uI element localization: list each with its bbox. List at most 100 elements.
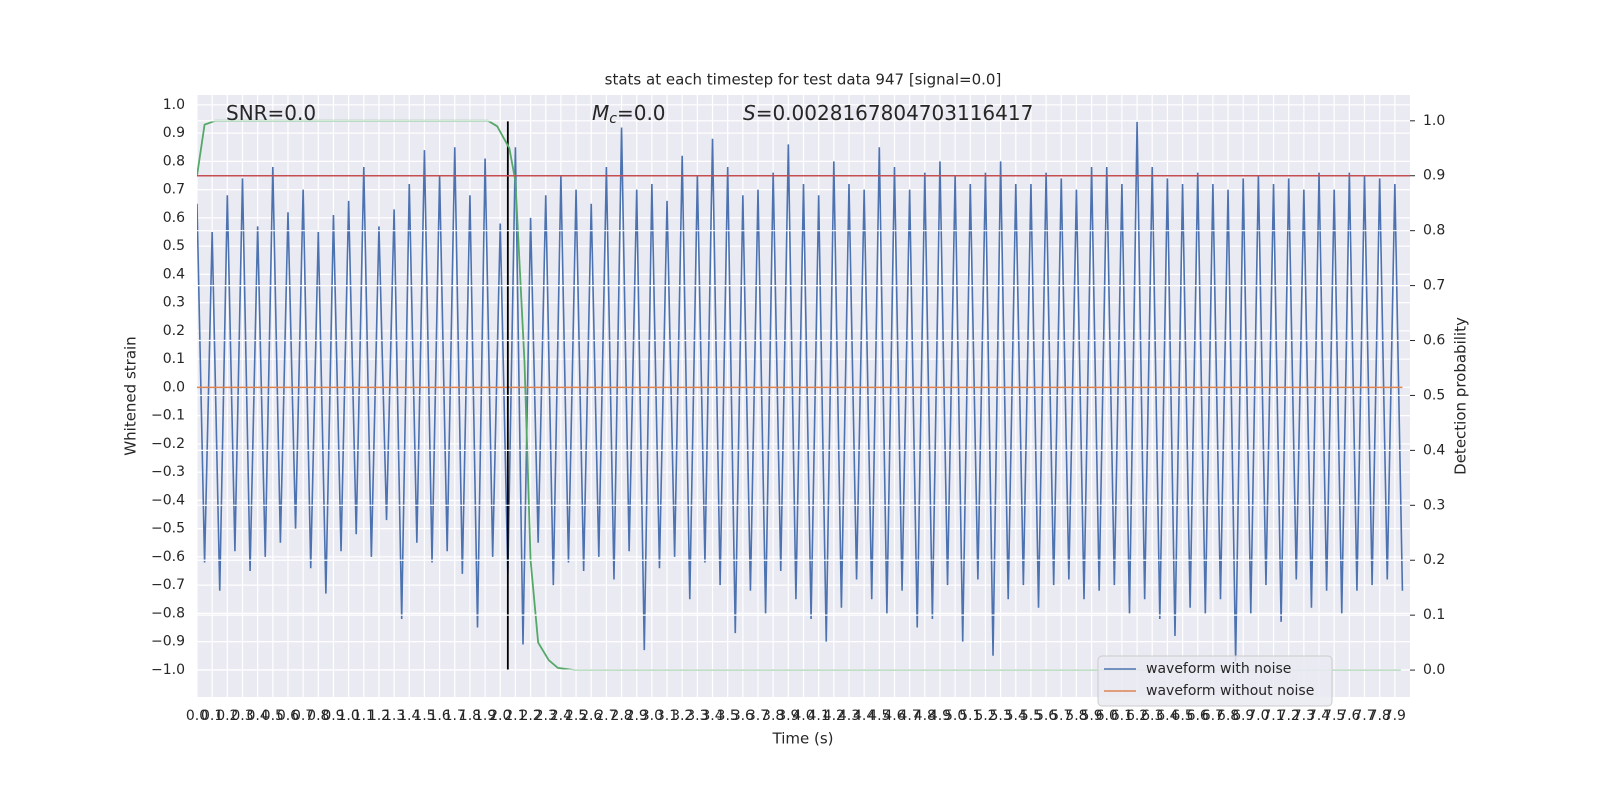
y-tick-label: 0.6 [163,210,185,226]
series-line [197,121,1404,662]
y-tick-label: 0.1 [163,351,185,367]
x-tick-label: 7.5 [1323,708,1345,724]
y2-tick-label: 0.5 [1423,387,1445,403]
y2-tick-label: 0.9 [1423,168,1445,184]
x-tick-label: 7.6 [1338,708,1360,724]
x-tick-label: 7.9 [1384,708,1406,724]
x-tick-label: 7.8 [1369,708,1391,724]
annotation-text: =0.0 [617,101,666,125]
x-tick-label: 6.7 [1202,708,1224,724]
x-tick-label: 0.6 [277,708,299,724]
annotation-symbol: S [743,101,756,125]
y-tick-label: −0.9 [151,634,185,650]
legend-box [1097,655,1333,707]
y-tick-label: 0.5 [163,238,185,254]
x-tick-label: 6.5 [1171,708,1193,724]
x-tick-label: 2.6 [580,708,602,724]
x-tick-label: 6.8 [1217,708,1239,724]
x-tick-label: 0.2 [216,708,238,724]
y-tick-label: −0.3 [151,464,185,480]
x-tick-label: 3.9 [777,708,799,724]
x-tick-label: 2.2 [519,708,541,724]
y-tick-label: −0.5 [151,521,185,537]
y2-tick-label: 0.4 [1423,442,1445,458]
x-tick-label: 4.4 [853,708,875,724]
x-tick-label: 2.1 [504,708,526,724]
x-tick-label: 4.2 [823,708,845,724]
y-tick-label: 0.2 [163,323,185,339]
annotation-text: SNR=0.0 [226,101,316,125]
y-tick-label: −0.8 [151,605,185,621]
x-tick-label: 3.6 [732,708,754,724]
legend-label: waveform with noise [1146,661,1291,677]
x-tick-label: 4.8 [914,708,936,724]
x-tick-label: 3.0 [641,708,663,724]
x-tick-label: 0.7 [292,708,314,724]
annotation-subscript: c [609,111,617,127]
x-tick-label: 0.8 [307,708,329,724]
x-tick-label: 4.6 [883,708,905,724]
legend-label: waveform without noise [1146,683,1314,699]
x-tick-label: 0.1 [201,708,223,724]
y-tick-label: −0.1 [151,408,185,424]
annotation-symbol: M [592,101,609,125]
x-tick-label: 6.6 [1187,708,1209,724]
x-tick-label: 0.4 [247,708,269,724]
x-tick-label: 0.0 [186,708,208,724]
x-tick-label: 2.0 [489,708,511,724]
y-tick-label: 0.0 [163,379,185,395]
x-tick-label: 2.4 [550,708,572,724]
y-tick-label: −0.4 [151,492,185,508]
x-tick-label: 4.1 [808,708,830,724]
x-tick-label: 5.5 [1020,708,1042,724]
y-tick-label: 0.9 [163,125,185,141]
x-tick-label: 2.8 [610,708,632,724]
x-tick-label: 5.4 [1005,708,1027,724]
y2-tick-label: 0.3 [1423,497,1445,513]
y-tick-label: 0.4 [163,266,185,282]
x-tick-label: 1.5 [413,708,435,724]
x-tick-label: 1.7 [444,708,466,724]
x-tick-label: 4.7 [899,708,921,724]
annotation-text: =0.0028167804703116417 [756,101,1034,125]
y-tick-label: −0.6 [151,549,185,565]
x-tick-label: 7.3 [1293,708,1315,724]
x-tick-label: 0.9 [322,708,344,724]
chart-title: stats at each timestep for test data 947… [605,71,1002,89]
x-tick-label: 6.4 [1156,708,1178,724]
x-tick-label: 1.3 [383,708,405,724]
x-tick-label: 7.7 [1353,708,1375,724]
annotation: Mc=0.0 [592,101,666,128]
x-tick-label: 5.0 [944,708,966,724]
x-tick-label: 4.3 [838,708,860,724]
y-tick-label: −1.0 [151,662,185,678]
x-tick-label: 5.3 [989,708,1011,724]
x-tick-label: 6.1 [1111,708,1133,724]
x-tick-label: 6.0 [1096,708,1118,724]
x-tick-label: 4.0 [792,708,814,724]
x-tick-label: 3.5 [717,708,739,724]
y2-tick-label: 0.6 [1423,333,1445,349]
y-tick-label: 0.8 [163,153,185,169]
x-tick-label: 3.8 [762,708,784,724]
x-tick-label: 5.2 [974,708,996,724]
x-tick-label: 3.4 [701,708,723,724]
x-tick-label: 0.5 [262,708,284,724]
x-tick-label: 1.0 [337,708,359,724]
y-tick-label: −0.2 [151,436,185,452]
x-tick-label: 1.1 [353,708,375,724]
x-tick-label: 7.0 [1247,708,1269,724]
y2-tick-label: 0.2 [1423,552,1445,568]
y-axis-label: Whitened strain [122,336,140,455]
y2-axis-label: Detection probability [1452,317,1470,475]
x-tick-label: 6.9 [1232,708,1254,724]
x-tick-label: 5.7 [1050,708,1072,724]
x-tick-label: 1.2 [368,708,390,724]
x-tick-label: 2.3 [535,708,557,724]
x-tick-label: 1.6 [428,708,450,724]
x-tick-label: 2.5 [565,708,587,724]
x-tick-label: 5.9 [1080,708,1102,724]
x-tick-label: 4.9 [929,708,951,724]
legend: waveform with noise waveform without nois… [1097,655,1333,707]
